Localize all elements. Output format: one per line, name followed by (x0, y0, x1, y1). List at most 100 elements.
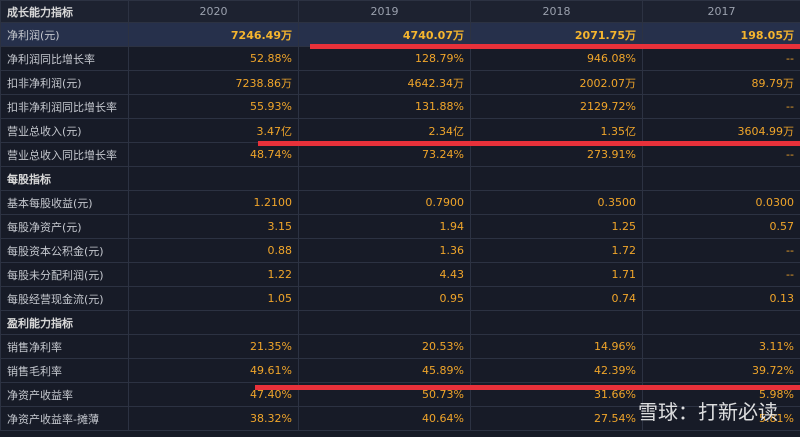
cell-value: 21.35% (128, 334, 299, 359)
row-label: 净资产收益率-摊薄 (0, 406, 129, 431)
row-label: 每股指标 (0, 166, 129, 191)
data-row: 基本每股收益(元) 1.2100 0.7900 0.3500 0.0300 (0, 190, 800, 215)
watermark: 雪球：打新必读 (638, 400, 778, 424)
section-row: 每股指标 (0, 166, 800, 191)
row-label: 盈利能力指标 (0, 310, 129, 335)
data-row: 每股未分配利润(元) 1.22 4.43 1.71 -- (0, 262, 800, 287)
cell-value: 1.35亿 (470, 118, 643, 143)
empty-cell (642, 310, 800, 335)
cell-value: 2129.72% (470, 94, 643, 119)
cell-value: 89.79万 (642, 70, 800, 95)
row-label: 扣非净利润同比增长率 (0, 94, 129, 119)
row-label: 销售毛利率 (0, 358, 129, 383)
cell-value: 2.34亿 (298, 118, 471, 143)
cell-value: 2071.75万 (470, 22, 643, 47)
cell-value: 0.0300 (642, 190, 800, 215)
cell-value: 273.91% (470, 142, 643, 167)
section-row: 盈利能力指标 (0, 310, 800, 335)
row-label: 每股经营现金流(元) (0, 286, 129, 311)
cell-value: 4740.07万 (298, 22, 471, 47)
header-row: 成长能力指标 2020 2019 2018 2017 (0, 0, 800, 23)
red-underline (258, 141, 800, 146)
data-row: 每股资本公积金(元) 0.88 1.36 1.72 -- (0, 238, 800, 263)
cell-value: 55.93% (128, 94, 299, 119)
header-cell: 2020 (128, 0, 299, 23)
header-cell: 2019 (298, 0, 471, 23)
cell-value: 3604.99万 (642, 118, 800, 143)
data-row: 营业总收入(元) 3.47亿 2.34亿 1.35亿 3604.99万 (0, 118, 800, 143)
empty-cell (128, 166, 299, 191)
header-cell: 2018 (470, 0, 643, 23)
row-label: 净利润(元) (0, 22, 129, 47)
row-label: 基本每股收益(元) (0, 190, 129, 215)
cell-value: 1.22 (128, 262, 299, 287)
cell-value: 0.3500 (470, 190, 643, 215)
empty-cell (470, 310, 643, 335)
row-label: 销售净利率 (0, 334, 129, 359)
row-label: 每股净资产(元) (0, 214, 129, 239)
data-row: 销售毛利率 49.61% 45.89% 42.39% 39.72% (0, 358, 800, 383)
header-cell: 2017 (642, 0, 800, 23)
data-row: 营业总收入同比增长率 48.74% 73.24% 273.91% -- (0, 142, 800, 167)
data-row: 净资产收益率-摊薄 38.32% 40.64% 27.54% 5.81% (0, 406, 800, 431)
cell-value: 1.94 (298, 214, 471, 239)
red-underline (310, 44, 800, 49)
red-underline (255, 385, 800, 390)
cell-value: 48.74% (128, 142, 299, 167)
empty-cell (642, 166, 800, 191)
empty-cell (128, 310, 299, 335)
cell-value: 49.61% (128, 358, 299, 383)
data-row: 扣非净利润(元) 7238.86万 4642.34万 2002.07万 89.79万 (0, 70, 800, 95)
cell-value: 2002.07万 (470, 70, 643, 95)
cell-value: 1.36 (298, 238, 471, 263)
cell-value: 3.47亿 (128, 118, 299, 143)
cell-value: 5.81% (642, 406, 800, 431)
row-label: 营业总收入同比增长率 (0, 142, 129, 167)
data-row: 每股净资产(元) 3.15 1.94 1.25 0.57 (0, 214, 800, 239)
cell-value: 73.24% (298, 142, 471, 167)
cell-value: 0.88 (128, 238, 299, 263)
cell-value: 4642.34万 (298, 70, 471, 95)
cell-value: 7246.49万 (128, 22, 299, 47)
cell-value: 14.96% (470, 334, 643, 359)
cell-value: -- (642, 262, 800, 287)
cell-value: 131.88% (298, 94, 471, 119)
header-cell: 成长能力指标 (0, 0, 129, 23)
row-label: 净资产收益率 (0, 382, 129, 407)
cell-value: 128.79% (298, 46, 471, 71)
cell-value: 0.13 (642, 286, 800, 311)
row-label: 营业总收入(元) (0, 118, 129, 143)
row-label: 扣非净利润(元) (0, 70, 129, 95)
cell-value: 0.57 (642, 214, 800, 239)
data-row: 净利润同比增长率 52.88% 128.79% 946.08% -- (0, 46, 800, 71)
cell-value: 27.54% (470, 406, 643, 431)
row-label: 每股资本公积金(元) (0, 238, 129, 263)
cell-value: 42.39% (470, 358, 643, 383)
cell-value: 40.64% (298, 406, 471, 431)
cell-value: 0.95 (298, 286, 471, 311)
cell-value: 45.89% (298, 358, 471, 383)
empty-cell (298, 310, 471, 335)
cell-value: 0.74 (470, 286, 643, 311)
data-row: 净利润(元) 7246.49万 4740.07万 2071.75万 198.05万 (0, 22, 800, 47)
cell-value: -- (642, 94, 800, 119)
cell-value: 39.72% (642, 358, 800, 383)
data-row: 销售净利率 21.35% 20.53% 14.96% 3.11% (0, 334, 800, 359)
data-row: 扣非净利润同比增长率 55.93% 131.88% 2129.72% -- (0, 94, 800, 119)
cell-value: 1.72 (470, 238, 643, 263)
cell-value: 1.2100 (128, 190, 299, 215)
cell-value: 1.71 (470, 262, 643, 287)
cell-value: 198.05万 (642, 22, 800, 47)
cell-value: 20.53% (298, 334, 471, 359)
data-row: 每股经营现金流(元) 1.05 0.95 0.74 0.13 (0, 286, 800, 311)
cell-value: 52.88% (128, 46, 299, 71)
cell-value: 7238.86万 (128, 70, 299, 95)
cell-value: -- (642, 142, 800, 167)
cell-value: -- (642, 238, 800, 263)
cell-value: 4.43 (298, 262, 471, 287)
row-label: 每股未分配利润(元) (0, 262, 129, 287)
cell-value: 38.32% (128, 406, 299, 431)
row-label: 净利润同比增长率 (0, 46, 129, 71)
